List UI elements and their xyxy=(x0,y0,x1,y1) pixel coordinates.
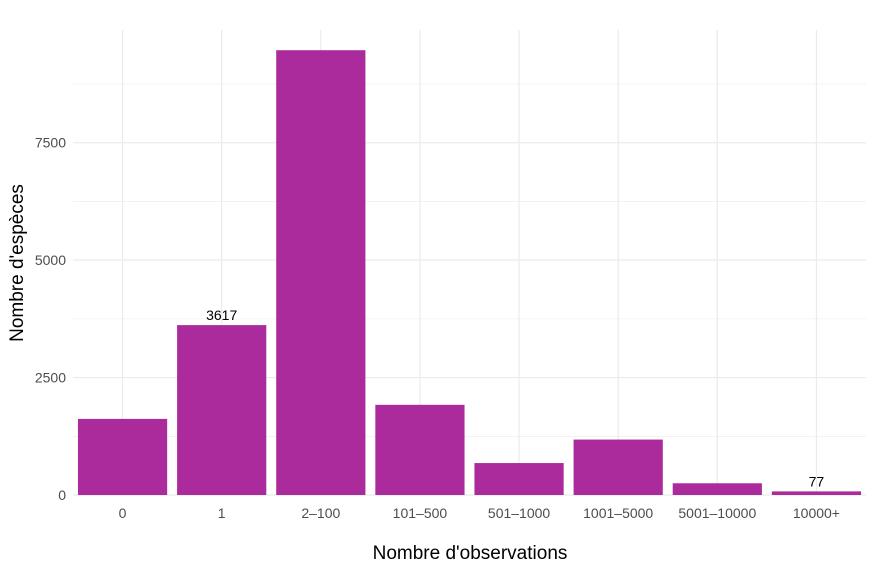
bar xyxy=(573,439,663,495)
x-tick-label: 2–100 xyxy=(301,505,340,521)
y-axis-title: Nombre d'espèces xyxy=(7,184,28,342)
y-tick-label: 2500 xyxy=(35,370,66,386)
x-axis-title: Nombre d'observations xyxy=(373,543,568,564)
y-tick-label: 0 xyxy=(58,487,66,503)
x-tick-label: 1 xyxy=(218,505,226,521)
x-tick-label: 501–1000 xyxy=(488,505,551,521)
bar xyxy=(177,325,267,495)
x-tick-label: 101–500 xyxy=(393,505,448,521)
y-tick-label: 7500 xyxy=(35,135,66,151)
x-tick-label: 5001–10000 xyxy=(678,505,756,521)
x-axis-ticks: 0 1 2–100 101–500 501–1000 1001–5000 5001–1000… xyxy=(119,505,840,521)
bar xyxy=(672,483,762,495)
x-tick-label: 10000+ xyxy=(793,505,840,521)
bar xyxy=(77,418,168,495)
x-tick-label: 1001–5000 xyxy=(583,505,653,521)
grid-minor xyxy=(73,83,866,437)
bar xyxy=(771,491,862,495)
bar xyxy=(276,50,366,496)
bars xyxy=(77,50,862,496)
data-label: 3617 xyxy=(206,307,237,323)
bar xyxy=(474,463,564,495)
data-label: 77 xyxy=(809,473,825,489)
y-axis-ticks: 0 2500 5000 7500 xyxy=(35,135,66,503)
y-tick-label: 5000 xyxy=(35,252,66,268)
data-labels: 3617 77 xyxy=(206,307,824,489)
bar xyxy=(375,404,465,495)
x-tick-label: 0 xyxy=(119,505,127,521)
